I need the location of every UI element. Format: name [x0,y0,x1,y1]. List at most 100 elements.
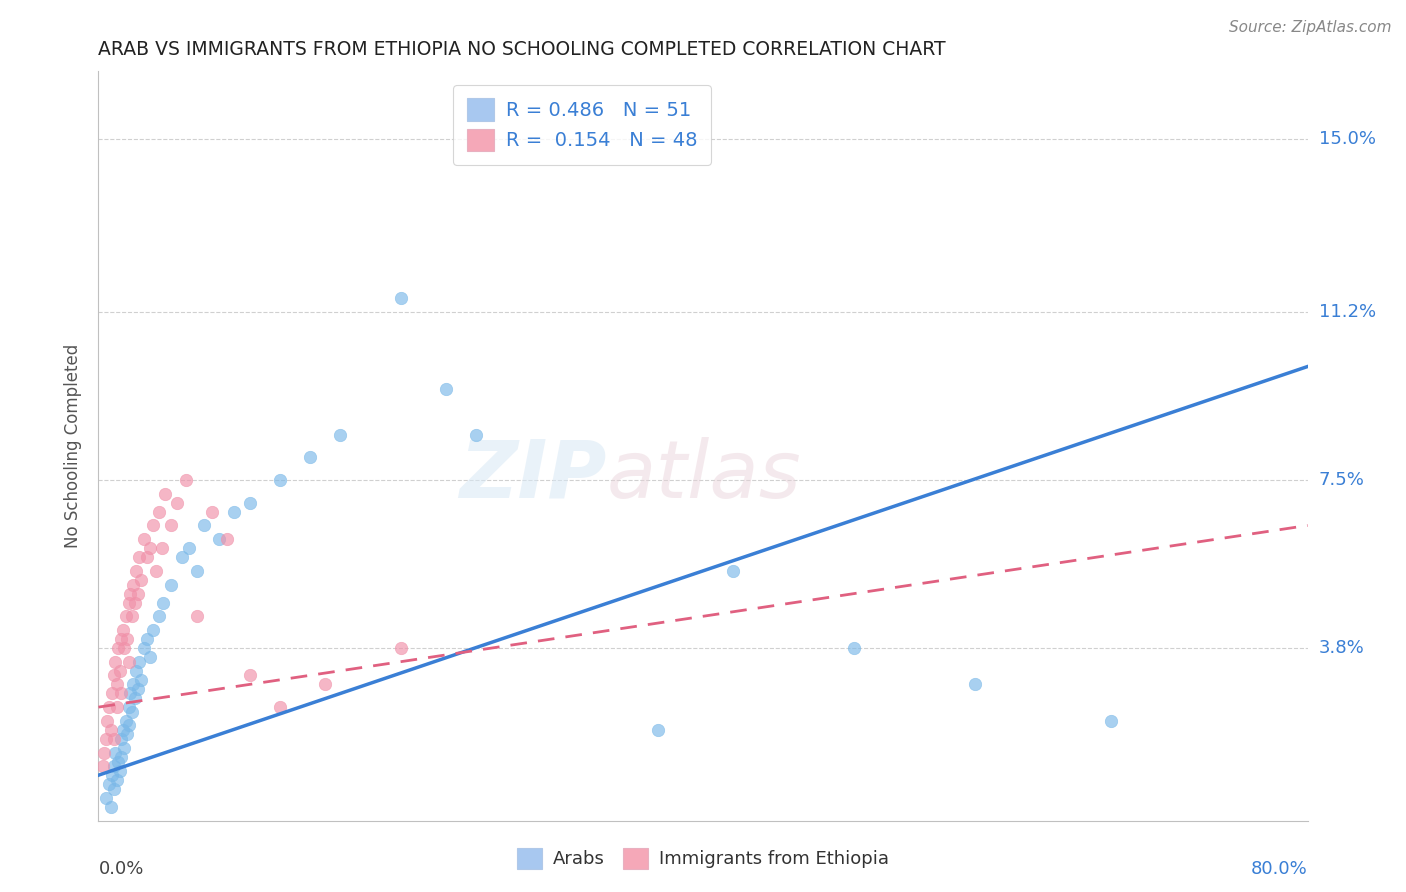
Point [186,564,208,578]
Point [125,664,148,678]
Point [111,723,134,737]
Text: atlas: atlas [606,437,801,515]
Point [239,496,262,510]
Point [160,577,183,591]
Point [105,772,128,787]
Point [132,641,155,656]
Point [110,632,132,646]
Point [96,714,118,728]
Point [139,650,162,665]
Point [121,609,143,624]
Point [127,586,149,600]
Point [170,550,193,565]
Text: 3.8%: 3.8% [1319,639,1364,657]
Point [124,691,146,706]
Point [965,677,987,691]
Point [120,586,142,600]
Point [135,632,157,646]
Y-axis label: No Schooling Completed: No Schooling Completed [65,344,83,548]
Point [142,623,165,637]
Legend: Arabs, Immigrants from Ethiopia: Arabs, Immigrants from Ethiopia [510,840,896,876]
Point [103,759,125,773]
Point [112,641,135,656]
Point [101,768,124,782]
Point [101,686,124,700]
Point [129,673,152,687]
Point [465,427,488,442]
Point [98,700,121,714]
Point [153,486,176,500]
Point [314,677,336,691]
Point [299,450,322,465]
Point [114,609,136,624]
Point [100,800,122,814]
Point [186,609,208,624]
Point [111,623,134,637]
Text: ARAB VS IMMIGRANTS FROM ETHIOPIA NO SCHOOLING COMPLETED CORRELATION CHART: ARAB VS IMMIGRANTS FROM ETHIOPIA NO SCHO… [98,40,946,59]
Legend: R = 0.486   N = 51, R =  0.154   N = 48: R = 0.486 N = 51, R = 0.154 N = 48 [453,85,711,165]
Point [103,731,125,746]
Point [132,532,155,546]
Point [115,727,138,741]
Point [118,700,141,714]
Point [104,655,127,669]
Point [723,564,745,578]
Text: Source: ZipAtlas.com: Source: ZipAtlas.com [1229,20,1392,35]
Point [647,723,669,737]
Point [135,550,157,565]
Point [215,532,238,546]
Point [121,705,143,719]
Point [434,382,457,396]
Point [120,686,142,700]
Point [148,505,170,519]
Point [103,668,125,682]
Point [193,518,215,533]
Point [389,292,412,306]
Point [148,609,170,624]
Point [114,714,136,728]
Point [100,723,122,737]
Text: 80.0%: 80.0% [1251,860,1308,878]
Point [224,505,246,519]
Point [98,777,121,791]
Point [93,746,115,760]
Point [94,791,117,805]
Text: ZIP: ZIP [458,437,606,515]
Point [1099,714,1122,728]
Point [91,759,114,773]
Point [118,655,141,669]
Point [105,677,128,691]
Point [142,518,165,533]
Text: 15.0%: 15.0% [1319,130,1375,148]
Point [269,473,291,487]
Point [174,473,197,487]
Point [166,496,188,510]
Point [129,573,152,587]
Text: 11.2%: 11.2% [1319,303,1376,321]
Point [108,764,131,778]
Point [152,596,174,610]
Point [160,518,183,533]
Point [112,741,135,756]
Point [128,655,150,669]
Point [118,596,141,610]
Point [139,541,162,556]
Point [110,750,132,764]
Point [389,641,412,656]
Point [179,541,201,556]
Point [103,781,125,796]
Point [122,577,145,591]
Point [127,681,149,696]
Point [124,596,146,610]
Point [110,686,132,700]
Point [150,541,173,556]
Text: 0.0%: 0.0% [98,860,143,878]
Point [115,632,138,646]
Point [145,564,167,578]
Point [125,564,148,578]
Point [104,746,127,760]
Point [107,755,129,769]
Point [844,641,866,656]
Point [208,532,231,546]
Point [269,700,291,714]
